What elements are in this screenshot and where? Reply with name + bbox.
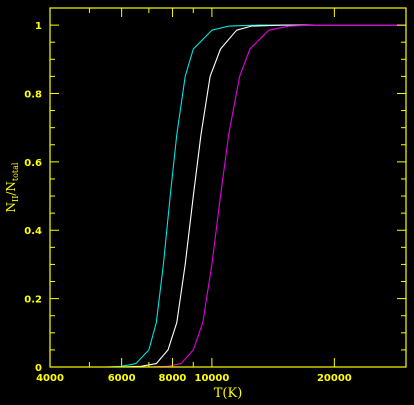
x-tick-label: 8000 <box>159 373 187 384</box>
y-tick-label: 0.8 <box>24 89 42 100</box>
x-tick-label: 20000 <box>317 373 352 384</box>
y-tick-label: 0 <box>35 363 42 374</box>
y-tick-label: 0.4 <box>24 226 42 237</box>
series-line-2 <box>50 24 406 368</box>
x-tick-label: 4000 <box>36 373 64 384</box>
y-axis-title-sub1: II <box>11 196 20 202</box>
y-tick-label: 0.6 <box>24 158 42 169</box>
y-axis-title: NII/Ntotal <box>4 162 20 212</box>
y-tick-label: 1 <box>35 21 42 32</box>
plot-frame <box>49 7 407 368</box>
x-tick-label: 6000 <box>108 373 136 384</box>
x-axis-title: T(K) <box>214 386 243 401</box>
series-line-1 <box>50 24 406 368</box>
x-tick-label: 10000 <box>194 373 229 384</box>
y-tick-label: 0.2 <box>24 295 42 306</box>
tick-label-layer: 4000 6000 8000 10000 20000 0 0.2 0.4 0.6 0.8 1 <box>24 21 352 384</box>
y-axis-title-mid: /N <box>4 181 18 196</box>
tick-layer <box>49 8 407 368</box>
y-axis-title-sub2: total <box>11 162 20 181</box>
y-axis-title-main: N <box>4 202 18 213</box>
